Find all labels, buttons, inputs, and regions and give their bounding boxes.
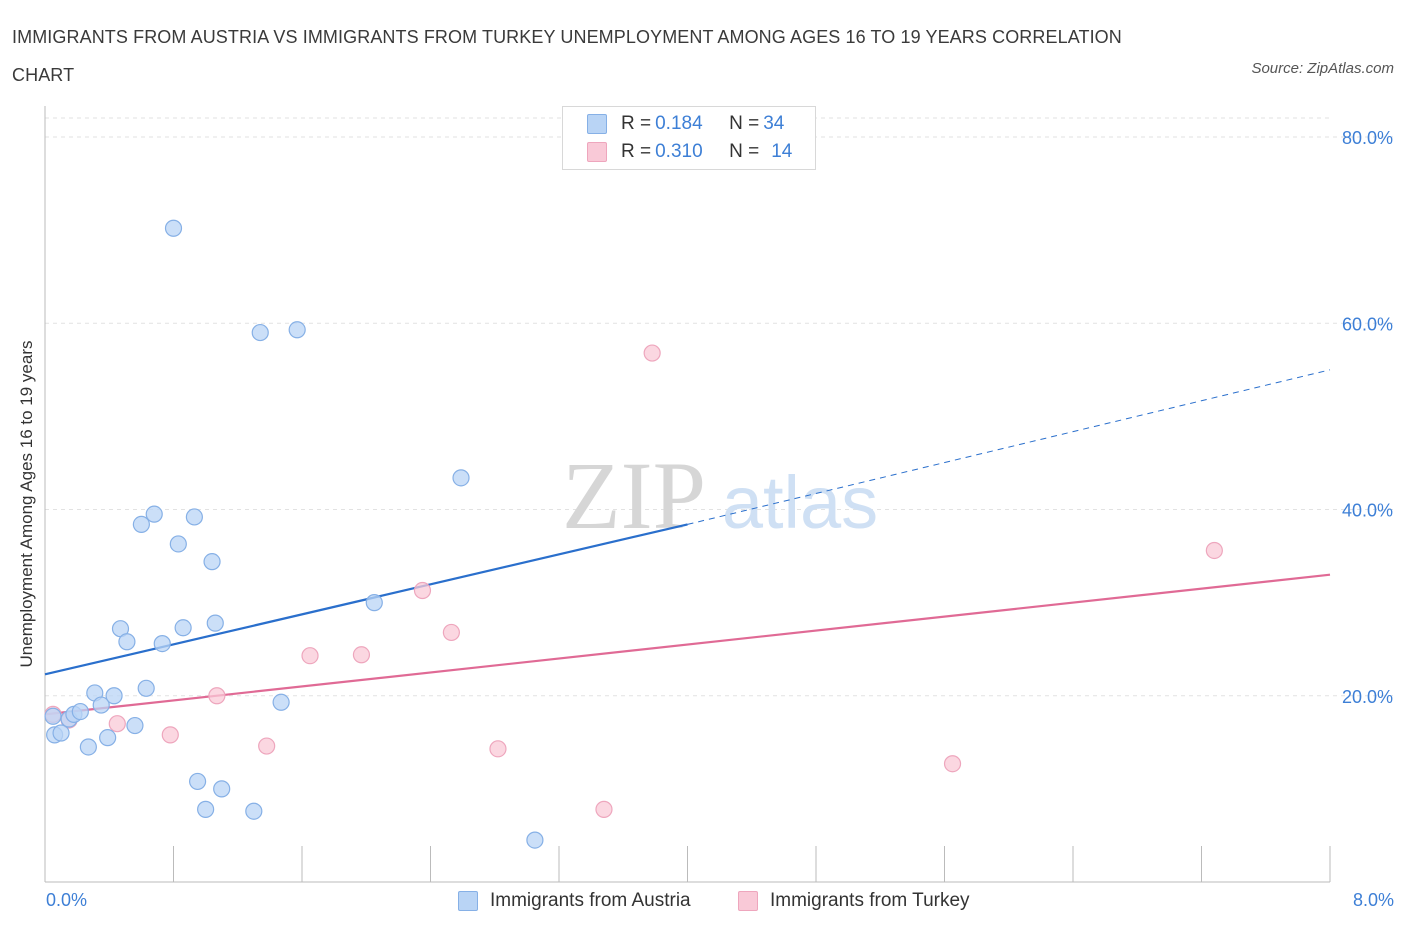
- austria-point: [164, 219, 183, 237]
- austria-point: [118, 633, 136, 651]
- austria-n-value: 34: [763, 113, 785, 134]
- y-tick-label: 80.0%: [1342, 128, 1393, 148]
- legend-item-turkey[interactable]: Immigrants from Turkey: [738, 890, 970, 912]
- turkey-n-value: 14: [771, 141, 793, 162]
- austria-point: [99, 729, 117, 747]
- turkey-trend-line: [44, 573, 1331, 716]
- y-axis-label-text: Unemployment Among Ages 16 to 19 years: [17, 340, 36, 668]
- austria-point: [71, 702, 89, 721]
- austria-n-label: N =: [729, 113, 760, 134]
- austria-point: [52, 724, 70, 742]
- turkey-r-value: 0.310: [655, 141, 703, 162]
- austria-point: [79, 738, 97, 756]
- austria-point: [197, 800, 215, 818]
- source-credit: Source: ZipAtlas.com: [1251, 60, 1394, 77]
- austria-point: [169, 535, 187, 553]
- turkey-point: [1205, 541, 1223, 560]
- austria-point: [213, 780, 231, 798]
- correlation-legend: R = 0.184 N = 34 R = 0.310 N = 14: [562, 106, 816, 170]
- turkey-point: [208, 687, 226, 705]
- turkey-point: [643, 344, 661, 362]
- turkey-point: [442, 623, 460, 642]
- watermark-atlas: atlas: [722, 461, 878, 544]
- austria-point: [245, 802, 263, 820]
- austria-point: [188, 772, 207, 791]
- austria-point: [153, 634, 171, 653]
- austria-point: [126, 716, 144, 735]
- x-tick-label-min: 0.0%: [46, 890, 88, 910]
- austria-trend-extension: [687, 369, 1331, 525]
- austria-point: [272, 693, 290, 711]
- turkey-point: [108, 715, 126, 733]
- austria-point: [92, 696, 110, 714]
- turkey-point: [161, 726, 179, 744]
- austria-point: [365, 594, 383, 612]
- austria-point: [526, 831, 544, 849]
- x-tick-label-max: 8.0%: [1352, 890, 1394, 910]
- turkey-n-label: N =: [729, 141, 760, 162]
- austria-point: [137, 679, 155, 697]
- y-tick-label: 40.0%: [1342, 501, 1393, 521]
- y-tick-label: 60.0%: [1342, 314, 1393, 334]
- legend-row-austria: R = 0.184 N = 34: [587, 112, 784, 136]
- axes: [44, 106, 1331, 883]
- y-tick-label: 20.0%: [1342, 687, 1393, 707]
- austria-point: [288, 321, 306, 339]
- watermark-zip: ZIP: [562, 442, 706, 549]
- chart-title: IMMIGRANTS FROM AUSTRIA VS IMMIGRANTS FR…: [12, 27, 1122, 85]
- turkey-legend-label: Immigrants from Turkey: [770, 890, 970, 911]
- y-axis-label: Unemployment Among Ages 16 to 19 years: [12, 341, 42, 668]
- austria-point: [452, 469, 470, 487]
- series-legend: Immigrants from Austria Immigrants from …: [0, 888, 1406, 916]
- austria-point: [145, 505, 163, 523]
- turkey-point: [489, 740, 507, 758]
- austria-legend-swatch: [458, 891, 478, 911]
- watermark: ZIP atlas: [562, 442, 878, 549]
- austria-point: [174, 619, 192, 637]
- austria-point: [105, 687, 123, 705]
- turkey-point: [595, 800, 613, 818]
- turkey-swatch: [587, 142, 607, 162]
- turkey-point: [943, 755, 962, 773]
- turkey-r-label: R =: [621, 141, 652, 162]
- austria-point: [206, 614, 224, 632]
- turkey-point: [352, 646, 371, 664]
- austria-point: [44, 707, 62, 725]
- austria-r-label: R =: [621, 113, 652, 134]
- legend-row-turkey: R = 0.310 N = 14: [587, 140, 792, 164]
- austria-swatch: [587, 114, 607, 134]
- gridlines: [45, 117, 1396, 697]
- data-points: [44, 219, 1223, 849]
- trend-lines: [44, 369, 1331, 716]
- turkey-legend-swatch: [738, 891, 758, 911]
- legend-item-austria[interactable]: Immigrants from Austria: [458, 890, 691, 912]
- turkey-point: [258, 737, 276, 755]
- austria-point: [203, 553, 221, 571]
- austria-r-value: 0.184: [655, 113, 703, 134]
- austria-point: [132, 515, 150, 534]
- austria-legend-label: Immigrants from Austria: [490, 890, 691, 911]
- turkey-point: [413, 581, 432, 600]
- austria-point: [251, 323, 269, 342]
- turkey-point: [301, 647, 319, 665]
- austria-trend-line: [44, 523, 688, 676]
- y-tick-labels: 20.0% 40.0% 60.0% 80.0%: [1342, 128, 1393, 707]
- austria-point: [185, 508, 203, 526]
